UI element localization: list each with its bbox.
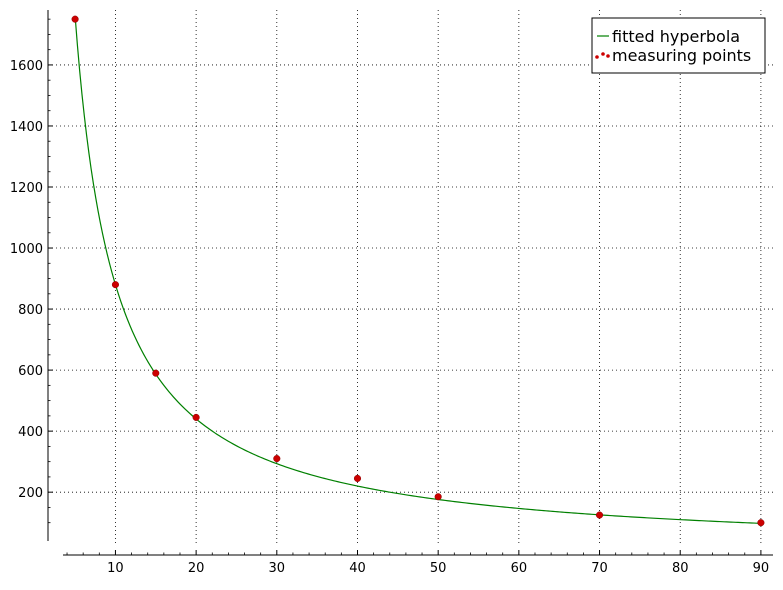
measuring-point-30 [273, 455, 281, 463]
axes: 10 20 30 40 50 60 70 80 90 200 400 600 800 1000 1200 14… [10, 10, 773, 576]
x-tick-label-80: 80 [672, 561, 689, 576]
legend-point-dot-1 [601, 52, 605, 56]
y-tick-label-1000: 1000 [10, 242, 43, 257]
grid [48, 10, 773, 545]
x-tick-label-10: 10 [107, 561, 124, 576]
measuring-point-15 [152, 369, 160, 377]
measuring-point-90 [757, 519, 765, 527]
y-tick-label-1600: 1600 [10, 59, 43, 74]
legend-label-measuring-points: measuring points [612, 46, 751, 65]
legend-point-dot-2 [606, 54, 610, 58]
measuring-point-10 [111, 281, 119, 289]
measuring-point-40 [353, 474, 362, 482]
x-tick-label-30: 30 [269, 561, 286, 576]
y-tick-label-1400: 1400 [10, 120, 43, 135]
measuring-point-20 [192, 413, 200, 421]
legend-label-fitted-hyperbola: fitted hyperbola [612, 27, 740, 46]
x-tick-label-90: 90 [753, 561, 770, 576]
x-tick-label-40: 40 [349, 561, 366, 576]
legend-point-dot-0 [595, 55, 599, 59]
x-tick-label-60: 60 [511, 561, 528, 576]
y-tick-label-200: 200 [18, 486, 43, 501]
y-tick-label-400: 400 [18, 425, 43, 440]
y-tick-label-800: 800 [18, 303, 43, 318]
legend-box [591, 17, 766, 74]
x-tick-label-20: 20 [188, 561, 205, 576]
measuring-point-50 [434, 493, 442, 501]
y-tick-label-1200: 1200 [10, 181, 43, 196]
legend-points-swatch [595, 52, 610, 59]
x-tick-label-70: 70 [591, 561, 608, 576]
legend: fitted hyperbola measuring points [591, 17, 766, 74]
y-tick-label-600: 600 [18, 364, 43, 379]
x-tick-label-50: 50 [430, 561, 447, 576]
measuring-points-series [71, 15, 765, 527]
measuring-point-70 [595, 511, 604, 519]
fitted-hyperbola-line [74, 16, 761, 524]
measuring-point-5 [71, 15, 79, 23]
fitted-hyperbola-series [74, 16, 761, 524]
